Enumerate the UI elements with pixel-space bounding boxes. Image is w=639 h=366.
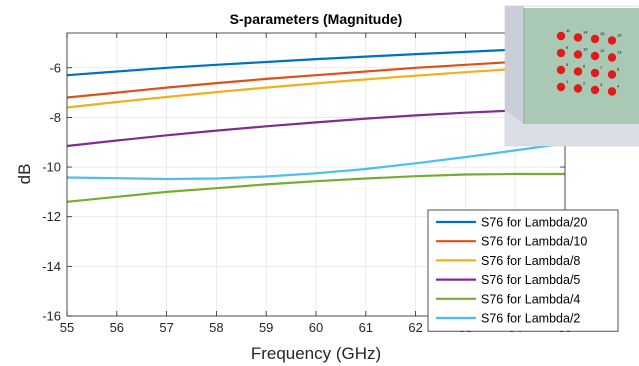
- x-tick-label: 62: [408, 320, 422, 335]
- legend-entry: S76 for Lambda/8: [481, 254, 580, 268]
- patch-element: [556, 65, 566, 75]
- patch-element: [590, 85, 600, 95]
- x-tick-label: 55: [60, 320, 74, 335]
- x-tick-label: 61: [359, 320, 373, 335]
- patch-element-label: 13: [617, 50, 622, 55]
- series-line: [67, 107, 565, 148]
- legend-entry: S76 for Lambda/10: [481, 235, 587, 249]
- patch-element: [573, 50, 583, 59]
- patch-element-label: 9: [566, 45, 569, 50]
- patch-element-label: 15: [600, 31, 605, 36]
- patch-element-label: 11: [566, 28, 571, 33]
- x-tick-label: 60: [309, 320, 323, 335]
- patch-element-label: 10: [583, 47, 588, 52]
- patch-element: [607, 87, 617, 96]
- patch-element-label: 8: [617, 67, 620, 72]
- patch-element: [607, 36, 617, 45]
- substrate-bottom-face: [505, 110, 639, 146]
- substrate-side-face: [505, 6, 524, 144]
- patch-element: [590, 51, 600, 61]
- patch-element: [607, 70, 617, 79]
- patch-element-label: 2: [583, 81, 586, 86]
- y-tick-label: -10: [42, 160, 61, 175]
- x-tick-label: 57: [159, 320, 173, 335]
- patch-element: [573, 67, 583, 76]
- legend-entry: S76 for Lambda/4: [481, 292, 580, 306]
- y-tick-label: -12: [42, 209, 61, 224]
- patch-element: [590, 68, 600, 78]
- patch-element-label: 16: [617, 33, 622, 38]
- patch-element: [590, 34, 600, 44]
- y-axis-label: dB: [15, 164, 34, 185]
- patch-element-label: 7: [600, 65, 603, 70]
- patch-element-label: 1: [566, 79, 569, 84]
- y-tick-label: -8: [49, 110, 61, 125]
- patch-element: [607, 53, 617, 62]
- series-group: [67, 46, 565, 203]
- series-line: [67, 46, 565, 77]
- patch-elements: 11 14 15 169 10 12 135 6 7 81 2 3 4: [556, 28, 622, 96]
- legend-entry: S76 for Lambda/20: [481, 216, 587, 230]
- patch-element: [556, 82, 566, 92]
- patch-element: [573, 33, 583, 42]
- x-tick-label: 59: [259, 320, 273, 335]
- series-line: [67, 64, 565, 109]
- series-line: [67, 142, 565, 181]
- patch-element: [573, 84, 583, 93]
- legend-entry: S76 for Lambda/5: [481, 273, 580, 287]
- antenna-array-inset: 11 14 15 169 10 12 135 6 7 81 2 3 4: [504, 5, 639, 147]
- substrate-top-face: [524, 8, 639, 124]
- patch-element-label: 5: [566, 62, 569, 67]
- chart-title: S-parameters (Magnitude): [230, 11, 403, 27]
- x-tick-label: 56: [110, 320, 124, 335]
- patch-element-label: 3: [600, 82, 603, 87]
- legend-entry: S76 for Lambda/2: [481, 312, 580, 326]
- patch-element: [556, 31, 566, 41]
- y-tick-label: -14: [42, 259, 61, 274]
- y-tick-label: -6: [49, 60, 61, 75]
- patch-element-label: 14: [583, 30, 588, 35]
- legend-box: [427, 209, 619, 332]
- patch-element-label: 4: [617, 84, 620, 89]
- patch-element-label: 12: [600, 48, 605, 53]
- series-line: [67, 58, 565, 99]
- series-line: [67, 172, 565, 203]
- y-tick-label: -16: [42, 309, 61, 324]
- legend: S76 for Lambda/20 S76 for Lambda/10 S76 fo…: [427, 209, 619, 332]
- x-axis-label: Frequency (GHz): [251, 344, 381, 363]
- patch-element: [556, 48, 566, 58]
- patch-element-label: 6: [583, 64, 586, 69]
- x-tick-label: 58: [209, 320, 223, 335]
